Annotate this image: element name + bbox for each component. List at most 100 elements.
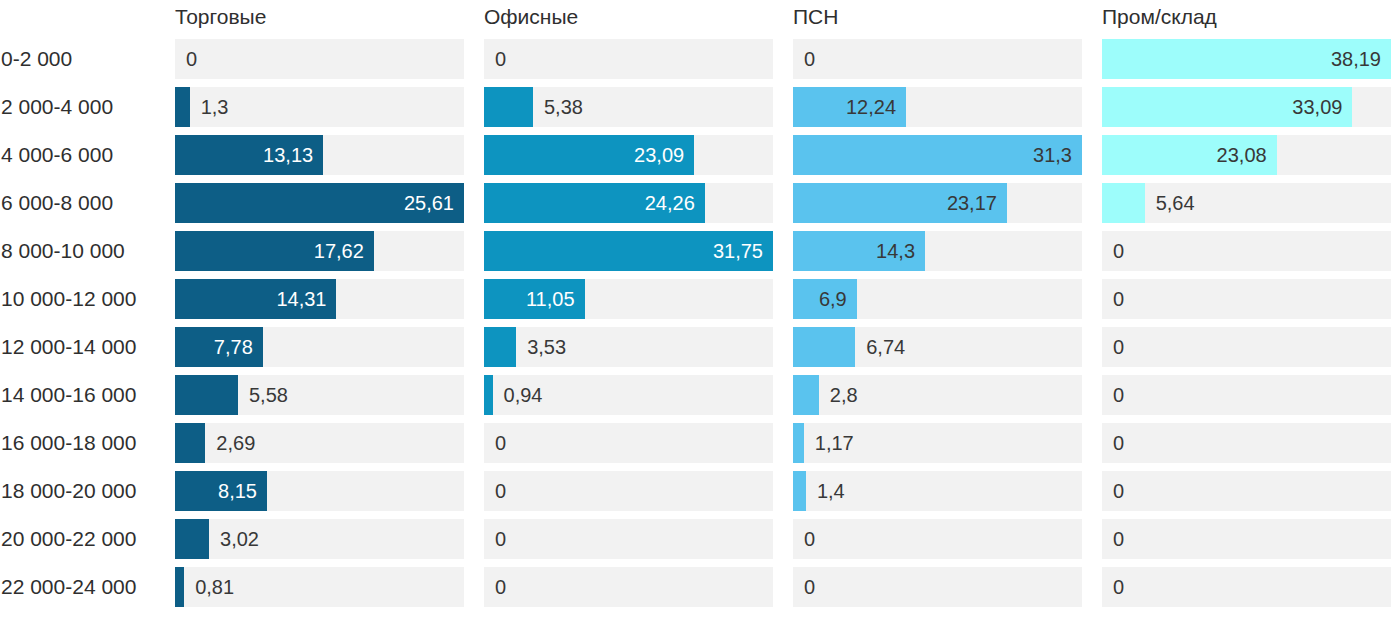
- bar-value-label: 14,31: [175, 279, 336, 319]
- bar-track: 3,02: [175, 519, 464, 559]
- bar-value-label: 0: [495, 39, 506, 79]
- bar: [175, 567, 184, 607]
- row-label: 2 000-4 000: [1, 87, 155, 127]
- row-label: 10 000-12 000: [1, 279, 155, 319]
- bar: [175, 423, 205, 463]
- bar-track: 23,09: [484, 135, 773, 175]
- bar-track: 0: [1102, 231, 1391, 271]
- bar-track: 0: [484, 471, 773, 511]
- bar-track: 25,61: [175, 183, 464, 223]
- bar-value-label: 1,3: [201, 87, 229, 127]
- chart-row: 0-2 000 0 0 0 38,19: [1, 39, 1400, 79]
- row-label: 22 000-24 000: [1, 567, 155, 607]
- bar-value-label: 0: [804, 519, 815, 559]
- bar-track: 0: [1102, 279, 1391, 319]
- bar-track: 38,19: [1102, 39, 1391, 79]
- row-label: 6 000-8 000: [1, 183, 155, 223]
- bar-track: 3,53: [484, 327, 773, 367]
- bar-track: 0: [484, 519, 773, 559]
- bar-value-label: 0: [1113, 375, 1124, 415]
- bar-track: 0: [484, 39, 773, 79]
- row-label: 18 000-20 000: [1, 471, 155, 511]
- row-label: 16 000-18 000: [1, 423, 155, 463]
- bar-track: 0: [484, 423, 773, 463]
- bar-value-label: 11,05: [484, 279, 585, 319]
- bar-value-label: 6,9: [793, 279, 857, 319]
- bar-track: 0: [175, 39, 464, 79]
- column-header-torgovye: Торговые: [175, 3, 464, 30]
- bar-value-label: 23,08: [1102, 135, 1277, 175]
- bar-value-label: 0: [1113, 327, 1124, 367]
- row-label: 12 000-14 000: [1, 327, 155, 367]
- bar-track: 0: [1102, 423, 1391, 463]
- chart-row: 18 000-20 000 8,15 0 1,4 0: [1, 471, 1400, 511]
- bar-track: 31,3: [793, 135, 1082, 175]
- bar-track: 2,8: [793, 375, 1082, 415]
- bar-track: 33,09: [1102, 87, 1391, 127]
- bar-track: 17,62: [175, 231, 464, 271]
- row-label: 0-2 000: [1, 39, 155, 79]
- bar-track: 24,26: [484, 183, 773, 223]
- bar-value-label: 0: [804, 567, 815, 607]
- bar-value-label: 24,26: [484, 183, 705, 223]
- bar-track: 13,13: [175, 135, 464, 175]
- column-header-psn: ПСН: [793, 3, 1082, 30]
- bar-value-label: 5,58: [249, 375, 288, 415]
- row-label: 14 000-16 000: [1, 375, 155, 415]
- bar-track: 23,17: [793, 183, 1082, 223]
- bar-track: 0: [1102, 375, 1391, 415]
- bar-track: 0: [793, 39, 1082, 79]
- bar-track: 0: [793, 519, 1082, 559]
- bar-value-label: 14,3: [793, 231, 925, 271]
- bar-value-label: 0,81: [195, 567, 234, 607]
- bar-track: 14,3: [793, 231, 1082, 271]
- bar-value-label: 0,94: [504, 375, 543, 415]
- bar-value-label: 23,09: [484, 135, 694, 175]
- bar: [793, 327, 855, 367]
- chart-row: 10 000-12 000 14,31 11,05 6,9 0: [1, 279, 1400, 319]
- bar-value-label: 7,78: [175, 327, 263, 367]
- chart-row: 8 000-10 00017,6231,7514,30: [1, 231, 1400, 271]
- bar: [484, 87, 533, 127]
- bar-track: 0: [484, 567, 773, 607]
- bar-value-label: 8,15: [175, 471, 267, 511]
- bar-value-label: 0: [1113, 471, 1124, 511]
- bar-track: 11,05: [484, 279, 773, 319]
- bar-value-label: 3,02: [220, 519, 259, 559]
- bar: [175, 375, 238, 415]
- bar-track: 1,17: [793, 423, 1082, 463]
- bar-value-label: 5,38: [544, 87, 583, 127]
- bar-track: 0: [1102, 327, 1391, 367]
- bar-track: 1,4: [793, 471, 1082, 511]
- bar-value-label: 0: [495, 423, 506, 463]
- bar-track: 0,94: [484, 375, 773, 415]
- bar-track: 5,64: [1102, 183, 1391, 223]
- chart-rows: 0-2 00000038,192 000-4 0001,35,3812,2433…: [1, 39, 1400, 607]
- bar-value-label: 38,19: [1102, 39, 1391, 79]
- bar-value-label: 0: [495, 471, 506, 511]
- bar-value-label: 13,13: [175, 135, 323, 175]
- bar-track: 0: [1102, 519, 1391, 559]
- column-header-ofisnye: Офисные: [484, 3, 773, 30]
- bar-value-label: 31,3: [793, 135, 1082, 175]
- bar-track: 14,31: [175, 279, 464, 319]
- bar: [175, 87, 190, 127]
- bar-track: 23,08: [1102, 135, 1391, 175]
- chart-row: 14 000-16 000 5,58 0,94 2,8 0: [1, 375, 1400, 415]
- bar-track: 1,3: [175, 87, 464, 127]
- bar-track: 0: [1102, 567, 1391, 607]
- bar: [1102, 183, 1145, 223]
- row-label-column-spacer: [1, 3, 155, 30]
- chart-row: 20 000-22 0003,02000: [1, 519, 1400, 559]
- chart-row: 22 000-24 0000,81000: [1, 567, 1400, 607]
- column-header-prom-sklad: Пром/склад: [1102, 3, 1391, 30]
- column-headers: Торговые Офисные ПСН Пром/склад: [1, 3, 1400, 30]
- chart-row: 4 000-6 00013,1323,0931,323,08: [1, 135, 1400, 175]
- row-label: 8 000-10 000: [1, 231, 155, 271]
- bar-value-label: 2,8: [830, 375, 858, 415]
- bar-value-label: 5,64: [1156, 183, 1195, 223]
- chart-row: 2 000-4 0001,35,3812,2433,09: [1, 87, 1400, 127]
- bar-value-label: 25,61: [175, 183, 464, 223]
- bar: [793, 423, 804, 463]
- bar-value-label: 0: [186, 39, 197, 79]
